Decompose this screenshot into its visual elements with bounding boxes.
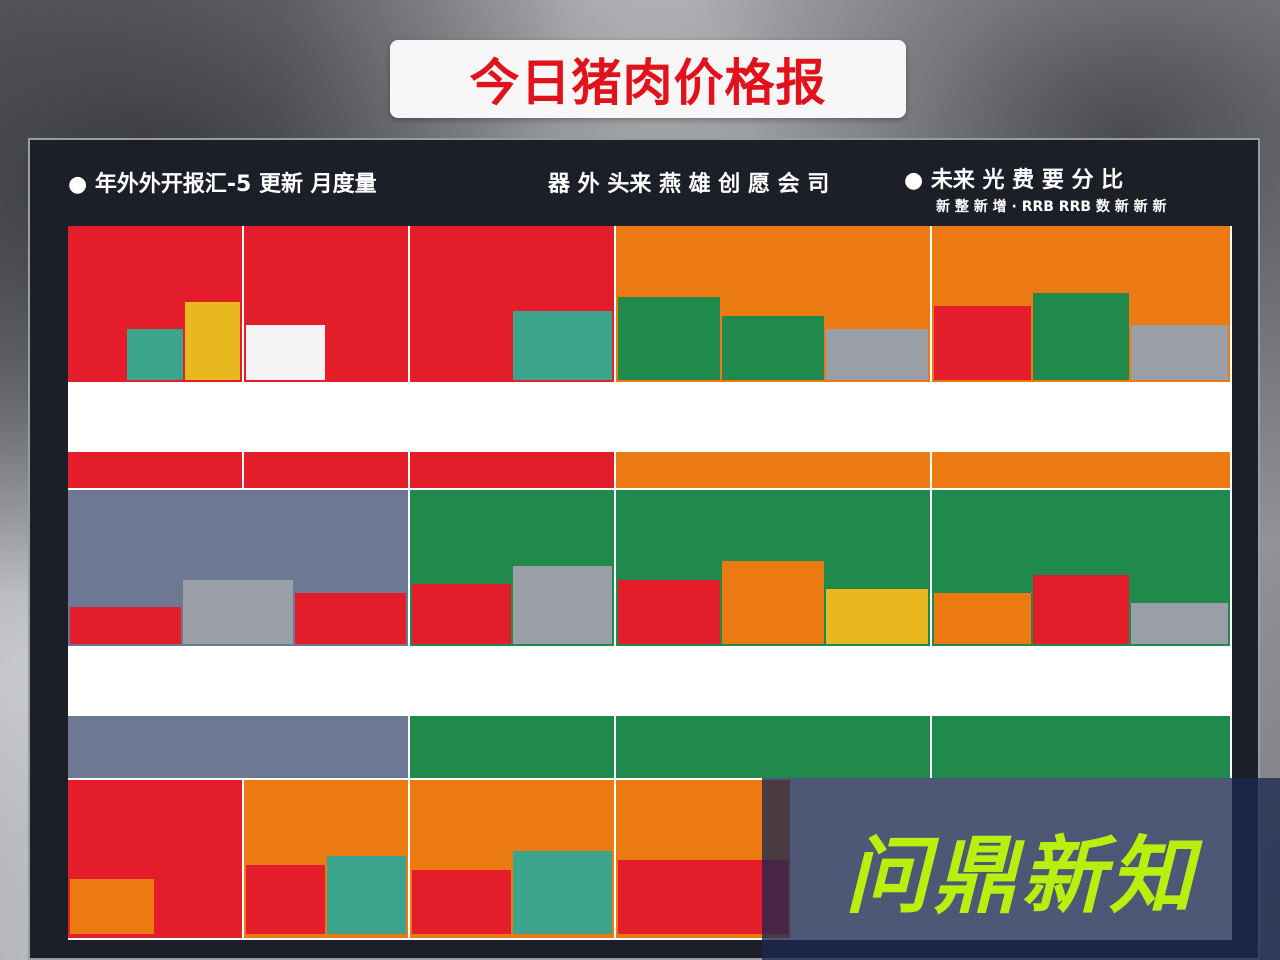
panel-r1c1	[68, 226, 244, 490]
bar	[182, 579, 294, 644]
panel-bars	[932, 550, 1230, 646]
title-banner: 今日猪肉价格报	[390, 40, 906, 118]
panel-header	[244, 780, 408, 840]
panel-bars	[932, 286, 1230, 382]
bar	[246, 865, 325, 934]
panel-table	[932, 382, 1230, 452]
bar	[826, 329, 928, 380]
panel-r2c1	[68, 490, 410, 780]
bar	[618, 860, 788, 934]
panel-table	[616, 646, 930, 716]
panel-header	[616, 226, 930, 286]
panel-table	[410, 382, 614, 452]
panel-header	[68, 780, 242, 840]
panel-table	[932, 646, 1230, 716]
panel-r1c5	[932, 226, 1232, 490]
panel-header	[68, 226, 242, 286]
panel-bars	[244, 286, 408, 382]
bar	[618, 579, 720, 644]
panel-header	[410, 226, 614, 286]
price-board: ● 年外外开报汇-5 更新 月度量 器 外 头来 燕 雄 创 愿 会 司 ● 未…	[28, 138, 1260, 960]
panel-bars	[68, 550, 408, 646]
panel-r1c4	[616, 226, 932, 490]
bar	[934, 306, 1031, 380]
bar	[513, 565, 612, 644]
watermark-text: 问鼎新知	[844, 826, 1197, 925]
panel-grid	[68, 226, 1232, 940]
bar	[513, 851, 612, 934]
bar	[184, 301, 240, 380]
bar	[934, 593, 1031, 644]
header-left: ● 年外外开报汇-5 更新 月度量	[68, 172, 377, 197]
bar	[722, 561, 824, 644]
panel-header	[68, 490, 408, 550]
panel-table	[410, 646, 614, 716]
panel-header	[410, 490, 614, 550]
panel-r1c3	[410, 226, 616, 490]
panel-table	[616, 382, 930, 452]
bar	[1032, 575, 1130, 644]
bar	[412, 869, 511, 934]
panel-header	[244, 226, 408, 286]
header-mid: 器 外 头来 燕 雄 创 愿 会 司	[548, 172, 830, 197]
panel-table	[68, 382, 242, 452]
panel-table	[68, 646, 408, 716]
bar	[70, 607, 181, 644]
panel-r3c3	[410, 780, 616, 940]
bar	[826, 588, 928, 644]
panel-bars	[410, 286, 614, 382]
panel-header	[410, 780, 614, 840]
bar	[127, 329, 183, 380]
panel-r2c4	[932, 490, 1232, 780]
panel-header	[932, 226, 1230, 286]
page-title: 今日猪肉价格报	[469, 54, 827, 112]
bar	[1131, 324, 1229, 380]
bar	[1131, 602, 1229, 644]
panel-bars	[616, 840, 790, 936]
header-right: ● 未来 光 费 要 分 比	[904, 168, 1124, 193]
panel-bars	[68, 840, 242, 936]
panel-bars	[244, 840, 408, 936]
panel-bars	[68, 286, 242, 382]
bar	[295, 593, 407, 644]
bar	[156, 860, 240, 934]
panel-r3c1	[68, 780, 244, 940]
bar	[513, 311, 612, 380]
panel-bars	[410, 840, 614, 936]
panel-bars	[410, 550, 614, 646]
bar	[618, 297, 720, 380]
watermark-overlay: 问鼎新知	[762, 778, 1280, 960]
panel-r3c2	[244, 780, 410, 940]
header-right-sub: 新 整 新 增 · RRB RRB 数 新 新 新	[936, 199, 1167, 215]
panel-header	[616, 490, 930, 550]
panel-r2c3	[616, 490, 932, 780]
bar	[412, 584, 511, 644]
panel-table	[244, 382, 408, 452]
panel-header	[932, 490, 1230, 550]
panel-bars	[616, 550, 930, 646]
bar	[412, 334, 511, 380]
bar	[246, 324, 325, 380]
panel-r2c2	[410, 490, 616, 780]
bar	[327, 855, 406, 934]
bar	[722, 315, 824, 380]
bar	[327, 306, 406, 380]
bar	[1032, 292, 1130, 380]
panel-bars	[616, 286, 930, 382]
panel-r1c2	[244, 226, 410, 490]
bar	[70, 315, 126, 380]
bar	[70, 878, 154, 934]
